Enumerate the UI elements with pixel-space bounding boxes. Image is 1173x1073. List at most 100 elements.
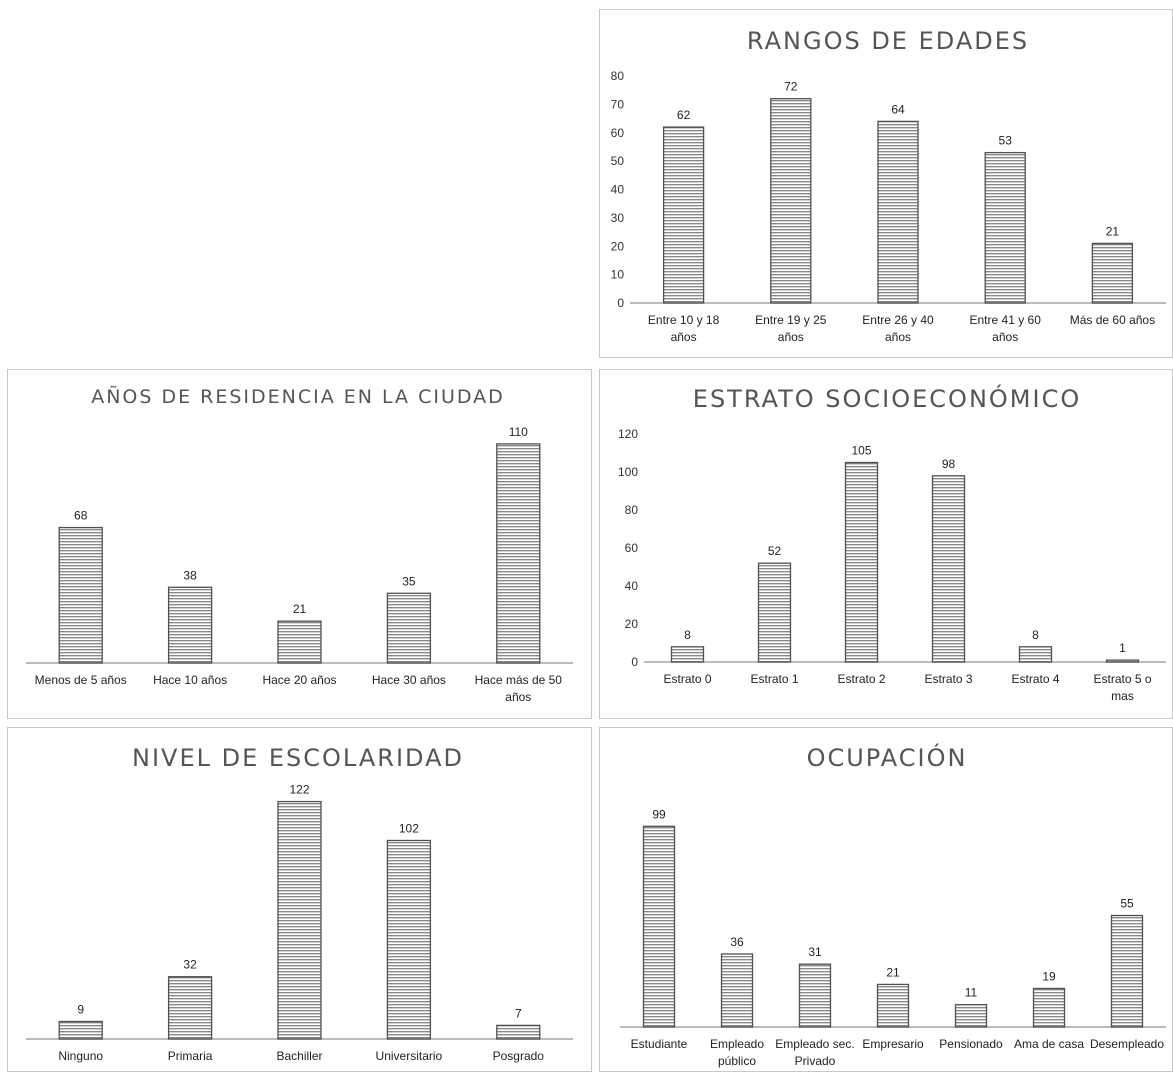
category-label: Empresario <box>862 1037 924 1051</box>
y-tick-label: 70 <box>611 97 625 111</box>
category-label: Empleado sec. Privado <box>775 1037 854 1068</box>
bar <box>954 1004 988 1028</box>
chart-panel-anos-de-residencia: AÑOS DE RESIDENCIA EN LA CIUDAD 68 Menos d… <box>7 369 592 719</box>
chart-panel-nivel-de-escolaridad: NIVEL DE ESCOLARIDAD 9 Ninguno 32 Primaria 12… <box>7 727 592 1072</box>
category-label: Estrato 0 <box>663 672 711 686</box>
data-label: 7 <box>515 1006 522 1020</box>
bar <box>1018 646 1053 663</box>
category-label: Ninguno <box>58 1049 103 1063</box>
category-label: Posgrado <box>493 1049 545 1063</box>
data-label: 102 <box>399 821 419 835</box>
bar <box>720 953 754 1028</box>
bar <box>1110 914 1144 1028</box>
chart-svg-anos-de-residencia: AÑOS DE RESIDENCIA EN LA CIUDAD 68 Menos d… <box>26 385 573 704</box>
bar <box>662 126 705 304</box>
chart-svg-nivel-de-escolaridad: NIVEL DE ESCOLARIDAD 9 Ninguno 32 Primaria 12… <box>26 744 573 1063</box>
category-label: Hace más de 50 años <box>475 673 563 704</box>
chart-title-ocup: OCUPACIÓN <box>807 742 968 772</box>
bar <box>167 586 213 664</box>
category-label: Desempleado <box>1090 1037 1164 1051</box>
y-tick-label: 0 <box>617 296 624 310</box>
bar <box>58 1020 103 1040</box>
y-tick-label: 20 <box>625 617 639 631</box>
bar <box>931 475 966 663</box>
data-label: 21 <box>886 965 900 979</box>
bar <box>642 825 676 1028</box>
chart-svg-rangos-de-edades: RANGOS DE EDADES 0 10 20 30 40 50 60 70 80 62 Entre… <box>611 27 1166 344</box>
y-tick-label: 10 <box>611 268 625 282</box>
bar <box>1032 987 1066 1028</box>
y-tick-label: 60 <box>625 541 639 555</box>
category-label: Entre 41 y 60 años <box>970 313 1042 344</box>
chart-title-estrato: ESTRATO SOCIOECONÓMICO <box>693 383 1081 413</box>
data-label: 68 <box>74 509 88 523</box>
y-tick-label: 50 <box>611 154 625 168</box>
data-label: 8 <box>1032 628 1039 642</box>
category-label: Estrato 5 o mas <box>1093 672 1151 703</box>
y-tick-label: 80 <box>611 69 625 83</box>
bar <box>277 800 322 1040</box>
category-label: Entre 10 y 18 años <box>648 313 720 344</box>
chart-title-anos: AÑOS DE RESIDENCIA EN LA CIUDAD <box>91 385 505 408</box>
bar <box>984 151 1026 304</box>
bar <box>58 526 103 664</box>
bar <box>1105 659 1140 663</box>
y-tick-label: 80 <box>625 503 639 517</box>
data-label: 62 <box>677 108 691 122</box>
chart-panel-estrato-socioeconomico: ESTRATO SOCIOECONÓMICO 0 20 40 60 80 100 120 8 Es… <box>599 369 1173 719</box>
chart-title-edades: RANGOS DE EDADES <box>747 27 1029 55</box>
data-label: 105 <box>851 444 871 458</box>
y-tick-label: 30 <box>611 211 625 225</box>
category-label: Estrato 4 <box>1011 672 1059 686</box>
category-label: Hace 20 años <box>262 673 336 687</box>
bar <box>386 839 432 1040</box>
category-label: Universitario <box>376 1049 443 1063</box>
category-label: Estudiante <box>631 1037 688 1051</box>
category-label: Más de 60 años <box>1070 313 1155 327</box>
y-tick-label: 20 <box>611 239 625 253</box>
data-label: 64 <box>891 102 905 116</box>
y-tick-label: 40 <box>611 183 625 197</box>
data-label: 32 <box>183 958 197 972</box>
category-label: Pensionado <box>939 1037 1003 1051</box>
y-tick-label: 120 <box>618 427 638 441</box>
bar <box>757 562 792 663</box>
y-tick-label: 0 <box>631 655 638 669</box>
data-label: 31 <box>808 945 822 959</box>
category-label: Hace 30 años <box>372 673 446 687</box>
data-label: 110 <box>509 425 528 439</box>
bar <box>670 646 705 663</box>
bar <box>876 983 910 1028</box>
chart-panel-ocupacion: OCUPACIÓN 99 Estudiante 36 Empleado público 31… <box>599 727 1173 1072</box>
bar <box>167 976 213 1040</box>
data-label: 9 <box>77 1002 84 1016</box>
data-label: 1 <box>1119 641 1126 655</box>
data-label: 21 <box>293 602 307 616</box>
data-label: 36 <box>730 935 744 949</box>
bar <box>496 443 541 664</box>
y-tick-label: 100 <box>618 465 638 479</box>
bar <box>496 1024 541 1040</box>
bar <box>386 592 432 664</box>
chart-svg-ocupacion: OCUPACIÓN 99 Estudiante 36 Empleado público 31… <box>620 742 1166 1068</box>
category-label: Entre 19 y 25 años <box>755 313 827 344</box>
chart-title-escol: NIVEL DE ESCOLARIDAD <box>132 744 464 772</box>
data-label: 98 <box>942 457 956 471</box>
y-tick-label: 40 <box>625 579 639 593</box>
data-label: 55 <box>1120 897 1134 911</box>
data-label: 72 <box>784 80 798 94</box>
data-label: 8 <box>684 628 691 642</box>
category-label: Primaria <box>168 1049 213 1063</box>
data-label: 19 <box>1042 969 1056 983</box>
bar <box>770 98 812 304</box>
y-tick-label: 60 <box>611 126 625 140</box>
bar <box>277 620 322 664</box>
category-label: Entre 26 y 40 años <box>862 313 934 344</box>
chart-svg-estrato-socioeconomico: ESTRATO SOCIOECONÓMICO 0 20 40 60 80 100 120 8 Es… <box>618 383 1166 703</box>
data-label: 21 <box>1106 224 1120 238</box>
category-label: Bachiller <box>276 1049 322 1063</box>
data-label: 11 <box>965 986 978 1000</box>
category-label: Estrato 3 <box>924 672 972 686</box>
data-label: 99 <box>652 807 666 821</box>
data-label: 122 <box>289 783 309 797</box>
